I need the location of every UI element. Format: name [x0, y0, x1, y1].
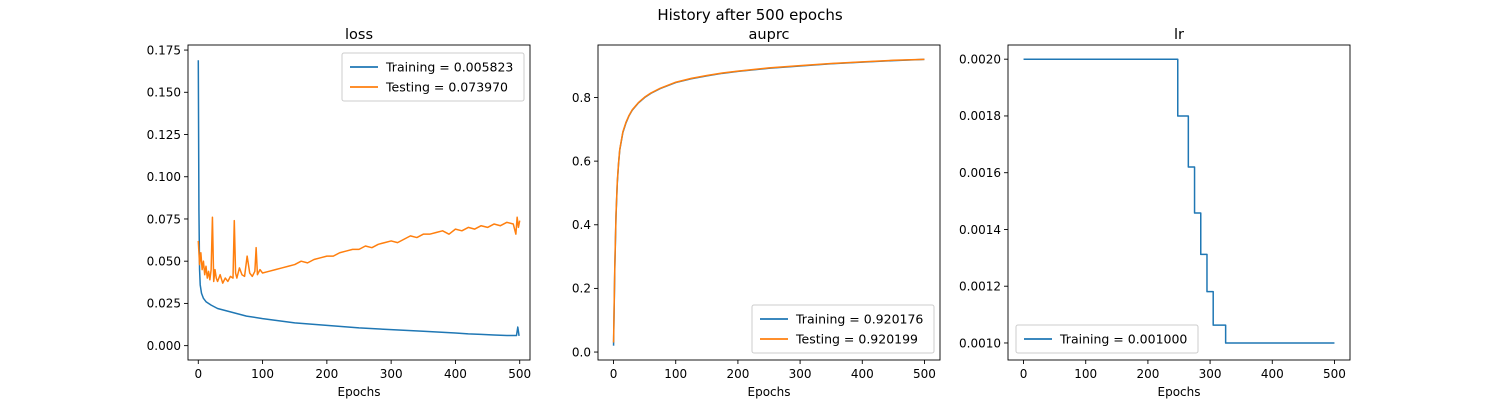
- panel-title: auprc: [749, 27, 790, 43]
- y-tick-label: 0.0014: [959, 223, 1001, 237]
- series-group: [197, 60, 521, 337]
- panel-title: loss: [345, 27, 373, 43]
- x-axis-label: Epochs: [748, 385, 791, 399]
- legend-box: [751, 304, 935, 354]
- x-tick-label: 100: [251, 367, 274, 381]
- legend-label: Training = 0.001000: [1059, 332, 1187, 347]
- x-tick-label: 0: [194, 367, 202, 381]
- y-tick-label: 0.050: [147, 254, 181, 268]
- y-tick-label: 0.0020: [959, 52, 1001, 66]
- figure-suptitle: History after 500 epochs: [657, 6, 842, 24]
- x-tick-label: 400: [851, 367, 874, 381]
- y-tick-label: 0.8: [572, 91, 591, 105]
- y-tick-label: 0.175: [147, 43, 181, 57]
- legend: Training = 0.001000: [1015, 324, 1199, 354]
- x-tick-label: 0: [610, 367, 618, 381]
- y-tick-label: 0.0016: [959, 166, 1001, 180]
- x-tick-label: 0: [1020, 367, 1028, 381]
- x-axis-label: Epochs: [338, 385, 381, 399]
- legend-label: Testing = 0.920199: [795, 332, 918, 347]
- x-tick-label: 500: [913, 367, 936, 381]
- loss-panel: loss 0 100 200 300 400 500 0.000 0.025 0.050 0.075…: [147, 27, 532, 399]
- legend-label: Testing = 0.073970: [385, 80, 508, 95]
- legend-box: [1015, 324, 1199, 354]
- y-tick-label: 0.6: [572, 154, 591, 168]
- series-line-1: [197, 216, 521, 284]
- series-line-0: [197, 60, 520, 337]
- x-tick-label: 200: [315, 367, 338, 381]
- auprc-panel: auprc 0 100 200 300 400 500 0.0 0.2 0.4 0.6 0.8 Epoc…: [572, 27, 941, 399]
- series-group: [1023, 58, 1335, 344]
- x-tick-label: 200: [1136, 367, 1159, 381]
- series-line-0: [1023, 58, 1335, 344]
- x-tick-label: 300: [380, 367, 403, 381]
- legend-label: Training = 0.920176: [795, 312, 923, 327]
- x-tick-label: 300: [1199, 367, 1222, 381]
- y-tick-label: 0.150: [147, 86, 181, 100]
- legend: Training = 0.920176 Testing = 0.920199: [751, 304, 935, 354]
- legend: Training = 0.005823 Testing = 0.073970: [341, 52, 525, 102]
- series-group: [612, 58, 925, 346]
- y-tick-label: 0.100: [147, 170, 181, 184]
- axes-frame: [597, 44, 941, 361]
- x-axis-label: Epochs: [1158, 385, 1201, 399]
- x-tick-label: 400: [1261, 367, 1284, 381]
- y-tick-label: 0.2: [572, 282, 591, 296]
- lr-panel: lr 0 100 200 300 400 500 0.0010 0.0012 0.0014 0.00…: [959, 27, 1351, 399]
- y-tick-label: 0.025: [147, 297, 181, 311]
- axes-frame: [187, 44, 531, 361]
- x-tick-label: 100: [1074, 367, 1097, 381]
- y-tick-label: 0.0018: [959, 109, 1001, 123]
- x-tick-label: 300: [789, 367, 812, 381]
- x-tick-label: 400: [444, 367, 467, 381]
- axes-frame: [1007, 44, 1351, 361]
- y-tick-label: 0.4: [572, 218, 591, 232]
- y-tick-label: 0.0: [572, 345, 591, 359]
- x-tick-label: 500: [508, 367, 531, 381]
- series-line-1: [612, 58, 925, 343]
- legend-label: Training = 0.005823: [385, 60, 513, 75]
- x-tick-label: 500: [1323, 367, 1346, 381]
- legend-box: [341, 52, 525, 102]
- y-tick-label: 0.0012: [959, 280, 1001, 294]
- y-tick-label: 0.000: [147, 339, 181, 353]
- y-tick-label: 0.075: [147, 212, 181, 226]
- x-tick-label: 100: [664, 367, 687, 381]
- panel-title: lr: [1174, 27, 1184, 43]
- x-tick-label: 200: [726, 367, 749, 381]
- y-tick-label: 0.125: [147, 128, 181, 142]
- y-tick-label: 0.0010: [959, 336, 1001, 350]
